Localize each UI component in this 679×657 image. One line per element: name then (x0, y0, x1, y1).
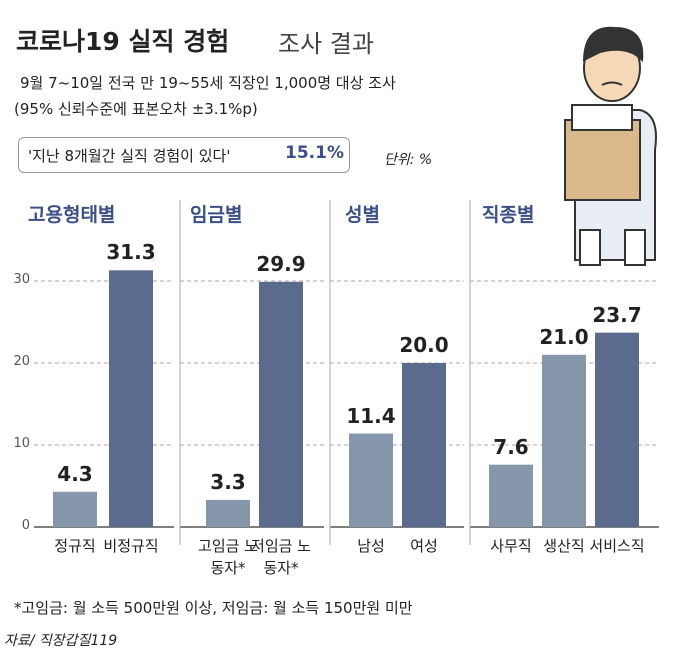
unit: 단위: % (384, 152, 433, 168)
illustration (564, 26, 657, 266)
bar (109, 270, 153, 527)
value-label: 21.0 (539, 324, 589, 349)
bar (489, 464, 533, 527)
bar (402, 363, 446, 527)
panel-title: 직종별 (482, 204, 535, 226)
bar (595, 332, 639, 527)
bar (259, 281, 303, 527)
highlight-box (18, 137, 350, 173)
panel-title: 고용형태별 (28, 204, 116, 226)
x-tick-label: 저임금 노동자* (251, 537, 311, 577)
value-label: 23.7 (592, 302, 642, 327)
highlight-value: 15.1% (285, 143, 344, 163)
bar (206, 499, 250, 527)
value-label: 3.3 (210, 469, 246, 494)
x-tick-label: 서비스직 (589, 537, 645, 555)
panel-title: 성별 (345, 204, 380, 226)
bar (542, 354, 586, 527)
title-suffix: 조사 결과 (278, 30, 374, 58)
x-tick-label: 생산직 (543, 537, 585, 555)
note: (95% 신뢰수준에 표본오차 ±3.1%p) (14, 100, 258, 118)
title: 코로나19 실직 경험 (16, 27, 230, 56)
x-tick-label: 사무직 (490, 537, 532, 555)
value-label: 31.3 (106, 240, 156, 265)
highlight: '지난 8개월간 실직 경험이 있다' (28, 147, 231, 165)
value-label: 20.0 (399, 333, 449, 357)
x-tick-label: 비정규직 (103, 537, 159, 555)
y-tick-label: 10 (13, 436, 30, 451)
x-tick-label: 남성 (357, 537, 385, 555)
y-tick-label: 30 (13, 272, 30, 287)
x-tick-label: 여성 (410, 537, 438, 555)
x-tick-label: 정규직 (54, 537, 96, 555)
x-tick-label: 고임금 노동자* (198, 537, 258, 577)
value-label: 7.6 (493, 434, 529, 459)
y-tick-label: 20 (13, 354, 30, 369)
footnote: *고임금: 월 소득 500만원 이상, 저임금: 월 소득 150만원 미만 (14, 599, 413, 617)
subtitle: 9월 7~10일 전국 만 19~55세 직장인 1,000명 대상 조사 (20, 74, 396, 92)
source: 자료/ 직장갑질119 (4, 633, 118, 649)
value-label: 29.9 (256, 251, 306, 276)
panel-title: 임금별 (190, 204, 243, 226)
bar (349, 433, 393, 527)
y-tick-label: 0 (21, 518, 30, 533)
value-label: 11.4 (346, 403, 396, 428)
bar (53, 491, 97, 527)
value-label: 4.3 (57, 461, 93, 486)
